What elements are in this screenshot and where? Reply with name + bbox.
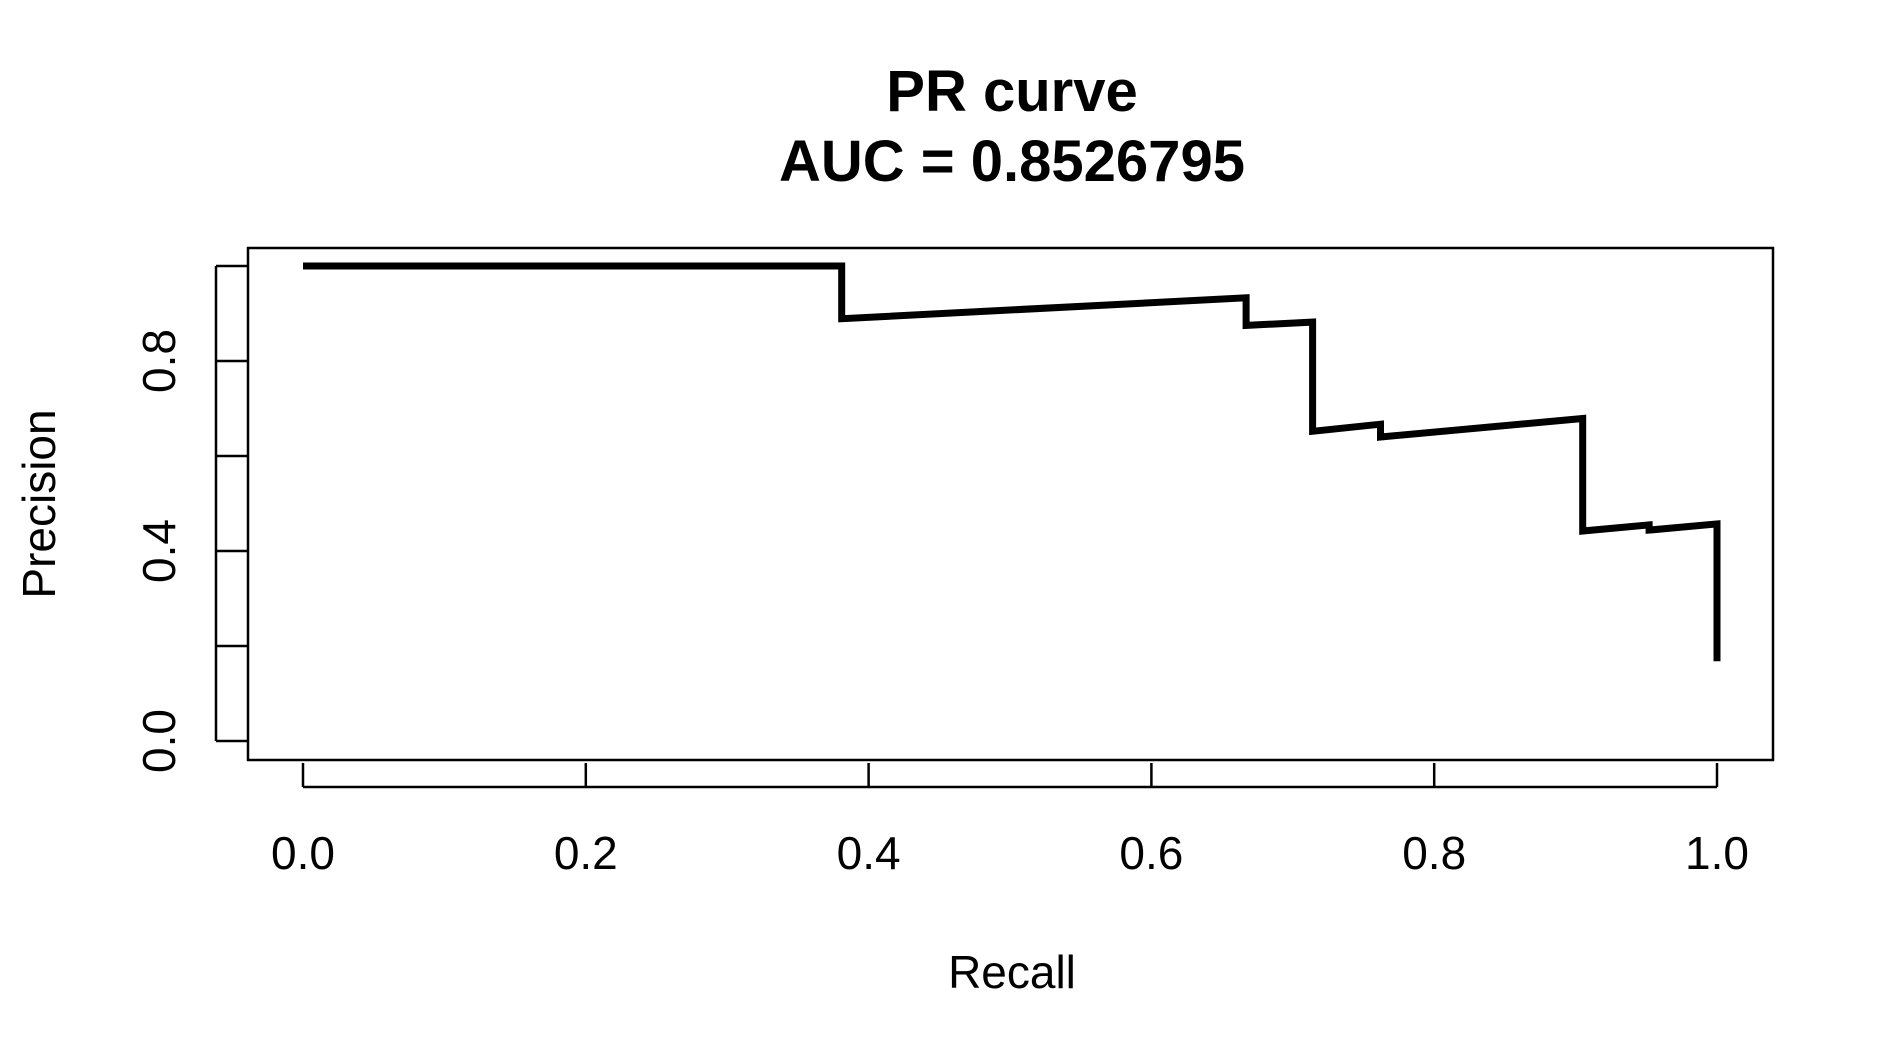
y-axis-label: Precision — [13, 409, 65, 598]
y-tick-label: 0.0 — [133, 709, 185, 773]
y-tick-label: 0.8 — [133, 329, 185, 393]
x-axis-label: Recall — [948, 946, 1076, 998]
x-tick-label: 0.0 — [271, 827, 335, 879]
plot-frame — [246, 246, 1775, 762]
pr-curve-line — [303, 262, 1721, 662]
x-tick-label: 0.8 — [1402, 827, 1466, 879]
chart-title: PR curve — [886, 59, 1137, 124]
chart-subtitle: AUC = 0.8526795 — [779, 129, 1245, 194]
x-tick-label: 0.2 — [554, 827, 618, 879]
x-axis: 0.0 0.2 0.4 0.6 0.8 1.0 — [271, 763, 1749, 879]
y-tick-label: 0.4 — [133, 519, 185, 583]
x-tick-label: 0.6 — [1119, 827, 1183, 879]
y-axis: 0.0 0.4 0.8 — [133, 264, 248, 773]
x-tick-label: 1.0 — [1685, 827, 1749, 879]
x-tick-label: 0.4 — [837, 827, 901, 879]
